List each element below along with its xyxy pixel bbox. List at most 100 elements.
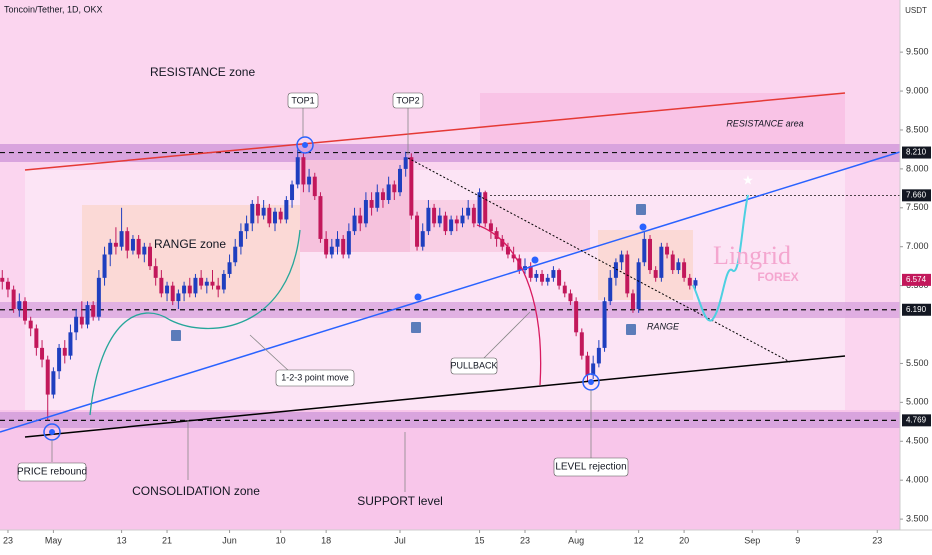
watermark: Lingrid [713,241,791,270]
candle-body [636,262,641,309]
x-tick-label: 21 [162,535,172,545]
label-box [450,357,498,375]
price-label-box [902,414,931,427]
x-tick-label: Jun [222,535,237,545]
y-tick-label: 5.000 [906,397,929,407]
candle-body [74,316,79,333]
annotation: TOP2 [396,95,419,105]
candle-body [318,196,323,239]
annotation: 1-2-3 point move [281,372,349,382]
candle-body [676,262,681,271]
candle-body [244,223,249,232]
y-tick-label: 9.500 [906,47,929,57]
candle-body [477,192,482,224]
candle-body [403,157,408,169]
candle-body [432,207,437,224]
candle-body [159,277,164,294]
last-price-label: 6.574 [906,275,927,284]
marker-dot [531,256,539,264]
time-axis [0,530,900,550]
marker-dot [588,379,594,385]
candle-body [613,262,618,278]
candle-body [534,273,539,278]
candle-body [648,238,652,271]
candle-body [142,246,147,255]
symbol-title: Toncoin/Tether, 1D, OKX [4,4,103,14]
y-tick-label: 3.500 [906,513,929,523]
candle-body [45,359,50,395]
candle-body [363,200,368,224]
label-box [17,462,87,482]
candle-body [602,301,607,348]
candle-body [119,231,124,247]
annotation: TOP1 [291,95,314,105]
marker-dot [639,223,647,231]
candle-body [380,192,385,201]
candle-body [488,223,493,232]
candle-body [540,273,545,282]
candle-body [466,207,471,216]
candle-body [420,231,425,247]
x-tick-label: 23 [520,535,530,545]
annotation: PRICE rebound [17,467,87,478]
price-label: 6.190 [906,305,927,314]
candle-body [415,215,420,247]
candle-body [199,277,204,286]
currency: USDT [905,6,927,15]
marker-dot [49,429,55,435]
candle-body [449,219,454,232]
y-tick-label: 8.500 [906,124,929,134]
candle-body [40,347,45,360]
candle-body [585,355,590,376]
candle-body [255,203,260,216]
candle-body [57,347,62,372]
candle-body [568,293,573,302]
candle-body [113,242,118,247]
candle-body [324,238,329,255]
candle-body [250,203,255,224]
candle-body [0,277,5,282]
candle-body [301,157,306,185]
candle-body [273,211,277,224]
price-label-box [902,303,931,316]
candle-body [557,270,562,286]
candle-body [108,242,113,255]
candle-body [102,254,107,278]
candle-body [392,184,397,193]
price-label-box [902,146,931,159]
resistance-area-box [480,93,845,145]
candle-body [182,285,187,294]
candle-body [290,184,295,201]
candle-body [28,320,33,329]
candle-body [687,277,692,286]
candle-body [312,176,317,197]
candle-body [500,238,505,247]
x-tick-label: Sep [744,535,760,545]
price-label: 4.769 [906,415,927,424]
candle-body [187,285,192,294]
candle-body [68,332,73,356]
candle-body [437,215,442,224]
x-tick-label: 13 [117,535,127,545]
candle-body [233,246,238,263]
candle-body [562,285,567,294]
price-label: 7.660 [906,190,927,199]
candle-body [591,363,596,376]
x-tick-label: 23 [3,535,13,545]
candle-body [341,238,346,255]
candle-body [148,246,152,267]
candle-body [682,262,687,278]
candle-body [204,281,209,286]
projection-path [692,194,749,322]
candle-body [329,246,334,255]
candle-body [216,285,221,290]
candle-body [62,347,67,356]
support-trendline [24,355,846,438]
candle-body [665,246,670,255]
last-price-box [902,273,931,286]
candle-body [551,270,556,278]
lower-zone [0,410,900,530]
y-tick-label: 7.000 [906,241,929,251]
price-label: 8.210 [906,148,927,157]
arrow-icon [636,204,646,215]
